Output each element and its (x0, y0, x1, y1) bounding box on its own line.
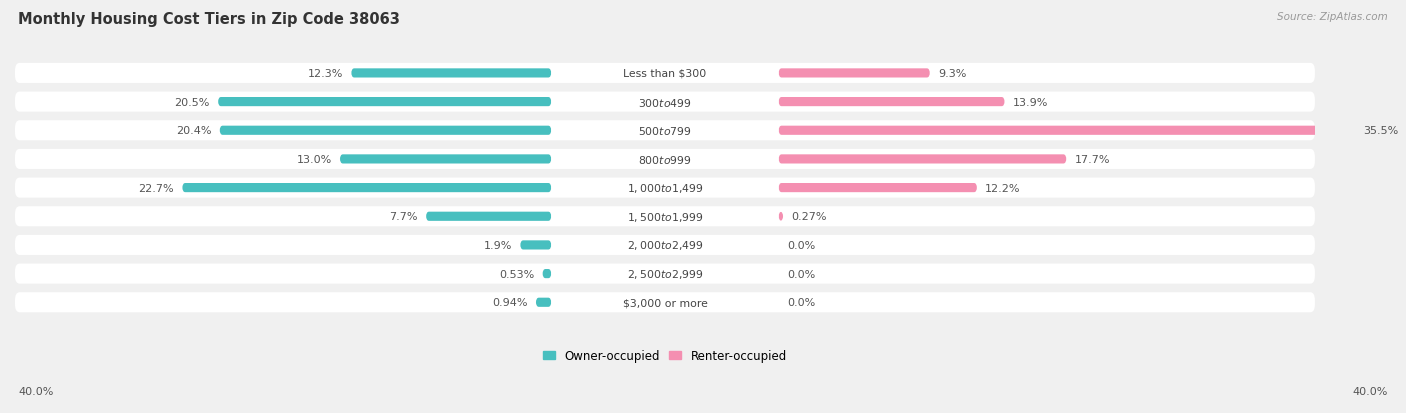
FancyBboxPatch shape (779, 126, 1355, 135)
FancyBboxPatch shape (779, 155, 1066, 164)
Text: 0.27%: 0.27% (792, 212, 827, 222)
Text: 13.9%: 13.9% (1012, 97, 1047, 107)
Text: 9.3%: 9.3% (938, 69, 966, 79)
FancyBboxPatch shape (426, 212, 551, 221)
Text: 17.7%: 17.7% (1074, 154, 1109, 164)
Text: 0.0%: 0.0% (787, 297, 815, 308)
Text: 20.4%: 20.4% (176, 126, 212, 136)
Text: $500 to $799: $500 to $799 (638, 125, 692, 137)
FancyBboxPatch shape (15, 150, 1315, 170)
FancyBboxPatch shape (218, 98, 551, 107)
Text: 0.94%: 0.94% (492, 297, 527, 308)
FancyBboxPatch shape (551, 183, 779, 193)
FancyBboxPatch shape (15, 121, 1315, 141)
Text: Monthly Housing Cost Tiers in Zip Code 38063: Monthly Housing Cost Tiers in Zip Code 3… (18, 12, 401, 27)
Text: 20.5%: 20.5% (174, 97, 209, 107)
FancyBboxPatch shape (551, 69, 779, 79)
FancyBboxPatch shape (551, 297, 779, 308)
FancyBboxPatch shape (536, 298, 551, 307)
Text: 0.0%: 0.0% (787, 240, 815, 250)
Text: 1.9%: 1.9% (484, 240, 512, 250)
Text: 22.7%: 22.7% (139, 183, 174, 193)
Text: 0.53%: 0.53% (499, 269, 534, 279)
FancyBboxPatch shape (15, 93, 1315, 112)
Text: Source: ZipAtlas.com: Source: ZipAtlas.com (1277, 12, 1388, 22)
Text: $2,500 to $2,999: $2,500 to $2,999 (627, 268, 703, 280)
FancyBboxPatch shape (551, 269, 779, 279)
Text: $800 to $999: $800 to $999 (638, 154, 692, 166)
Text: 12.3%: 12.3% (308, 69, 343, 79)
FancyBboxPatch shape (551, 97, 779, 108)
FancyBboxPatch shape (551, 126, 779, 136)
FancyBboxPatch shape (551, 240, 779, 251)
FancyBboxPatch shape (15, 264, 1315, 284)
Text: 0.0%: 0.0% (787, 269, 815, 279)
FancyBboxPatch shape (352, 69, 551, 78)
Text: 12.2%: 12.2% (986, 183, 1021, 193)
Text: 35.5%: 35.5% (1364, 126, 1399, 136)
Text: $3,000 or more: $3,000 or more (623, 297, 707, 308)
FancyBboxPatch shape (15, 235, 1315, 255)
FancyBboxPatch shape (779, 183, 977, 193)
FancyBboxPatch shape (15, 292, 1315, 313)
FancyBboxPatch shape (219, 126, 551, 135)
Text: Less than $300: Less than $300 (623, 69, 707, 79)
Text: 40.0%: 40.0% (18, 387, 53, 396)
Text: 7.7%: 7.7% (389, 212, 418, 222)
FancyBboxPatch shape (15, 207, 1315, 227)
Text: 13.0%: 13.0% (297, 154, 332, 164)
FancyBboxPatch shape (183, 183, 551, 193)
FancyBboxPatch shape (520, 241, 551, 250)
FancyBboxPatch shape (340, 155, 551, 164)
FancyBboxPatch shape (15, 178, 1315, 198)
Text: $1,000 to $1,499: $1,000 to $1,499 (627, 182, 703, 195)
FancyBboxPatch shape (779, 212, 783, 221)
FancyBboxPatch shape (551, 211, 779, 222)
FancyBboxPatch shape (543, 269, 551, 278)
FancyBboxPatch shape (15, 64, 1315, 84)
Text: $1,500 to $1,999: $1,500 to $1,999 (627, 210, 703, 223)
FancyBboxPatch shape (779, 69, 929, 78)
Legend: Owner-occupied, Renter-occupied: Owner-occupied, Renter-occupied (538, 345, 792, 367)
Text: $300 to $499: $300 to $499 (638, 96, 692, 108)
Text: $2,000 to $2,499: $2,000 to $2,499 (627, 239, 703, 252)
FancyBboxPatch shape (779, 98, 1004, 107)
Text: 40.0%: 40.0% (1353, 387, 1388, 396)
FancyBboxPatch shape (551, 154, 779, 165)
